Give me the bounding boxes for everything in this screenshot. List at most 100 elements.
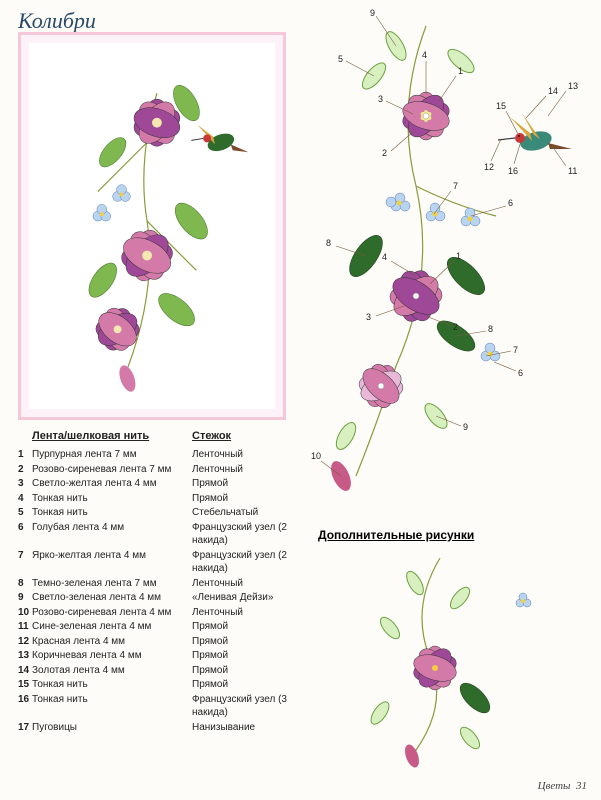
row-number: 17 [18,721,32,735]
extra-diagram [320,548,580,768]
row-material: Золотая лента 4 мм [32,664,192,678]
row-material: Светло-зеленая лента 4 мм [32,591,192,605]
svg-text:9: 9 [370,8,375,18]
footer-page: 31 [576,780,587,792]
table-row: 16Тонкая нитьФранцузский узел (3 накида) [18,693,314,720]
svg-text:2: 2 [382,148,387,158]
row-number: 14 [18,664,32,678]
row-stitch: Ленточный [192,463,312,477]
svg-text:15: 15 [496,101,506,111]
svg-text:5: 5 [338,54,343,64]
row-stitch: Нанизывание [192,721,312,735]
row-material: Розово-сиреневая лента 4 мм [32,606,192,620]
table-row: 8Темно-зеленая лента 7 ммЛенточный [18,577,314,591]
row-number: 1 [18,448,32,462]
row-number: 2 [18,463,32,477]
row-number: 7 [18,549,32,563]
table-row: 7Ярко-желтая лента 4 ммФранцузский узел … [18,549,314,576]
svg-text:4: 4 [422,50,427,60]
row-number: 13 [18,649,32,663]
table-row: 6Голубая лента 4 ммФранцузский узел (2 н… [18,521,314,548]
row-number: 8 [18,577,32,591]
materials-table: Лента/шелковая нить Стежок 1Пурпурная ле… [18,430,314,735]
svg-text:7: 7 [453,181,458,191]
row-material: Тонкая нить [32,492,192,506]
row-material: Коричневая лента 4 мм [32,649,192,663]
row-number: 5 [18,506,32,520]
row-stitch: Прямой [192,620,312,634]
row-stitch: Ленточный [192,448,312,462]
svg-text:3: 3 [366,312,371,322]
embroidery-photo [18,32,286,420]
table-row: 11Сине-зеленая лента 4 ммПрямой [18,620,314,634]
svg-text:6: 6 [508,198,513,208]
table-row: 15Тонкая нитьПрямой [18,678,314,692]
svg-text:7: 7 [513,345,518,355]
footer-label: Цветы [538,780,571,792]
table-row: 12Красная лента 4 ммПрямой [18,635,314,649]
table-row: 3Светло-желтая лента 4 ммПрямой [18,477,314,491]
table-row: 10Розово-сиреневая лента 4 ммЛенточный [18,606,314,620]
row-material: Пуговицы [32,721,192,735]
row-stitch: Французский узел (3 накида) [192,693,312,720]
svg-text:8: 8 [326,238,331,248]
table-row: 4Тонкая нитьПрямой [18,492,314,506]
row-stitch: Французский узел (2 накида) [192,521,312,548]
row-stitch: Ленточный [192,577,312,591]
row-stitch: Ленточный [192,606,312,620]
svg-text:6: 6 [518,368,523,378]
row-stitch: Прямой [192,649,312,663]
row-material: Ярко-желтая лента 4 мм [32,549,192,563]
row-material: Темно-зеленая лента 7 мм [32,577,192,591]
row-material: Тонкая нить [32,506,192,520]
table-row: 5Тонкая нитьСтебельчатый [18,506,314,520]
table-row: 1Пурпурная лента 7 ммЛенточный [18,448,314,462]
row-stitch: Прямой [192,492,312,506]
row-stitch: Прямой [192,635,312,649]
svg-text:11: 11 [568,166,577,176]
svg-text:8: 8 [488,324,493,334]
svg-text:12: 12 [484,162,494,172]
svg-text:16: 16 [508,166,518,176]
stitch-diagram: 9 5 4 1 3 2 13 14 15 16 11 12 6 7 8 4 1 … [296,6,594,504]
svg-text:1: 1 [456,251,461,261]
svg-text:2: 2 [453,322,458,332]
svg-text:3: 3 [378,94,383,104]
row-stitch: Прямой [192,678,312,692]
row-number: 6 [18,521,32,535]
row-material: Красная лента 4 мм [32,635,192,649]
row-stitch: Прямой [192,477,312,491]
row-material: Пурпурная лента 7 мм [32,448,192,462]
row-number: 15 [18,678,32,692]
row-stitch: Французский узел (2 накида) [192,549,312,576]
row-material: Голубая лента 4 мм [32,521,192,535]
row-number: 16 [18,693,32,707]
svg-text:4: 4 [382,252,387,262]
row-number: 9 [18,591,32,605]
header-material: Лента/шелковая нить [32,430,192,442]
row-material: Сине-зеленая лента 4 мм [32,620,192,634]
row-material: Тонкая нить [32,693,192,707]
header-stitch: Стежок [192,430,312,442]
row-material: Розово-сиреневая лента 7 мм [32,463,192,477]
page-footer: Цветы 31 [538,780,587,792]
photo-illustration [29,43,275,409]
row-number: 4 [18,492,32,506]
table-row: 14Золотая лента 4 ммПрямой [18,664,314,678]
row-number: 3 [18,477,32,491]
table-row: 9Светло-зеленая лента 4 мм«Ленивая Дейзи… [18,591,314,605]
table-row: 2Розово-сиреневая лента 7 ммЛенточный [18,463,314,477]
table-row: 17ПуговицыНанизывание [18,721,314,735]
svg-text:9: 9 [463,422,468,432]
row-stitch: Стебельчатый [192,506,312,520]
row-stitch: «Ленивая Дейзи» [192,591,312,605]
svg-text:1: 1 [458,66,463,76]
table-row: 13Коричневая лента 4 ммПрямой [18,649,314,663]
row-material: Светло-желтая лента 4 мм [32,477,192,491]
row-number: 12 [18,635,32,649]
row-number: 10 [18,606,32,620]
svg-text:13: 13 [568,81,578,91]
svg-text:14: 14 [548,86,558,96]
row-material: Тонкая нить [32,678,192,692]
row-stitch: Прямой [192,664,312,678]
